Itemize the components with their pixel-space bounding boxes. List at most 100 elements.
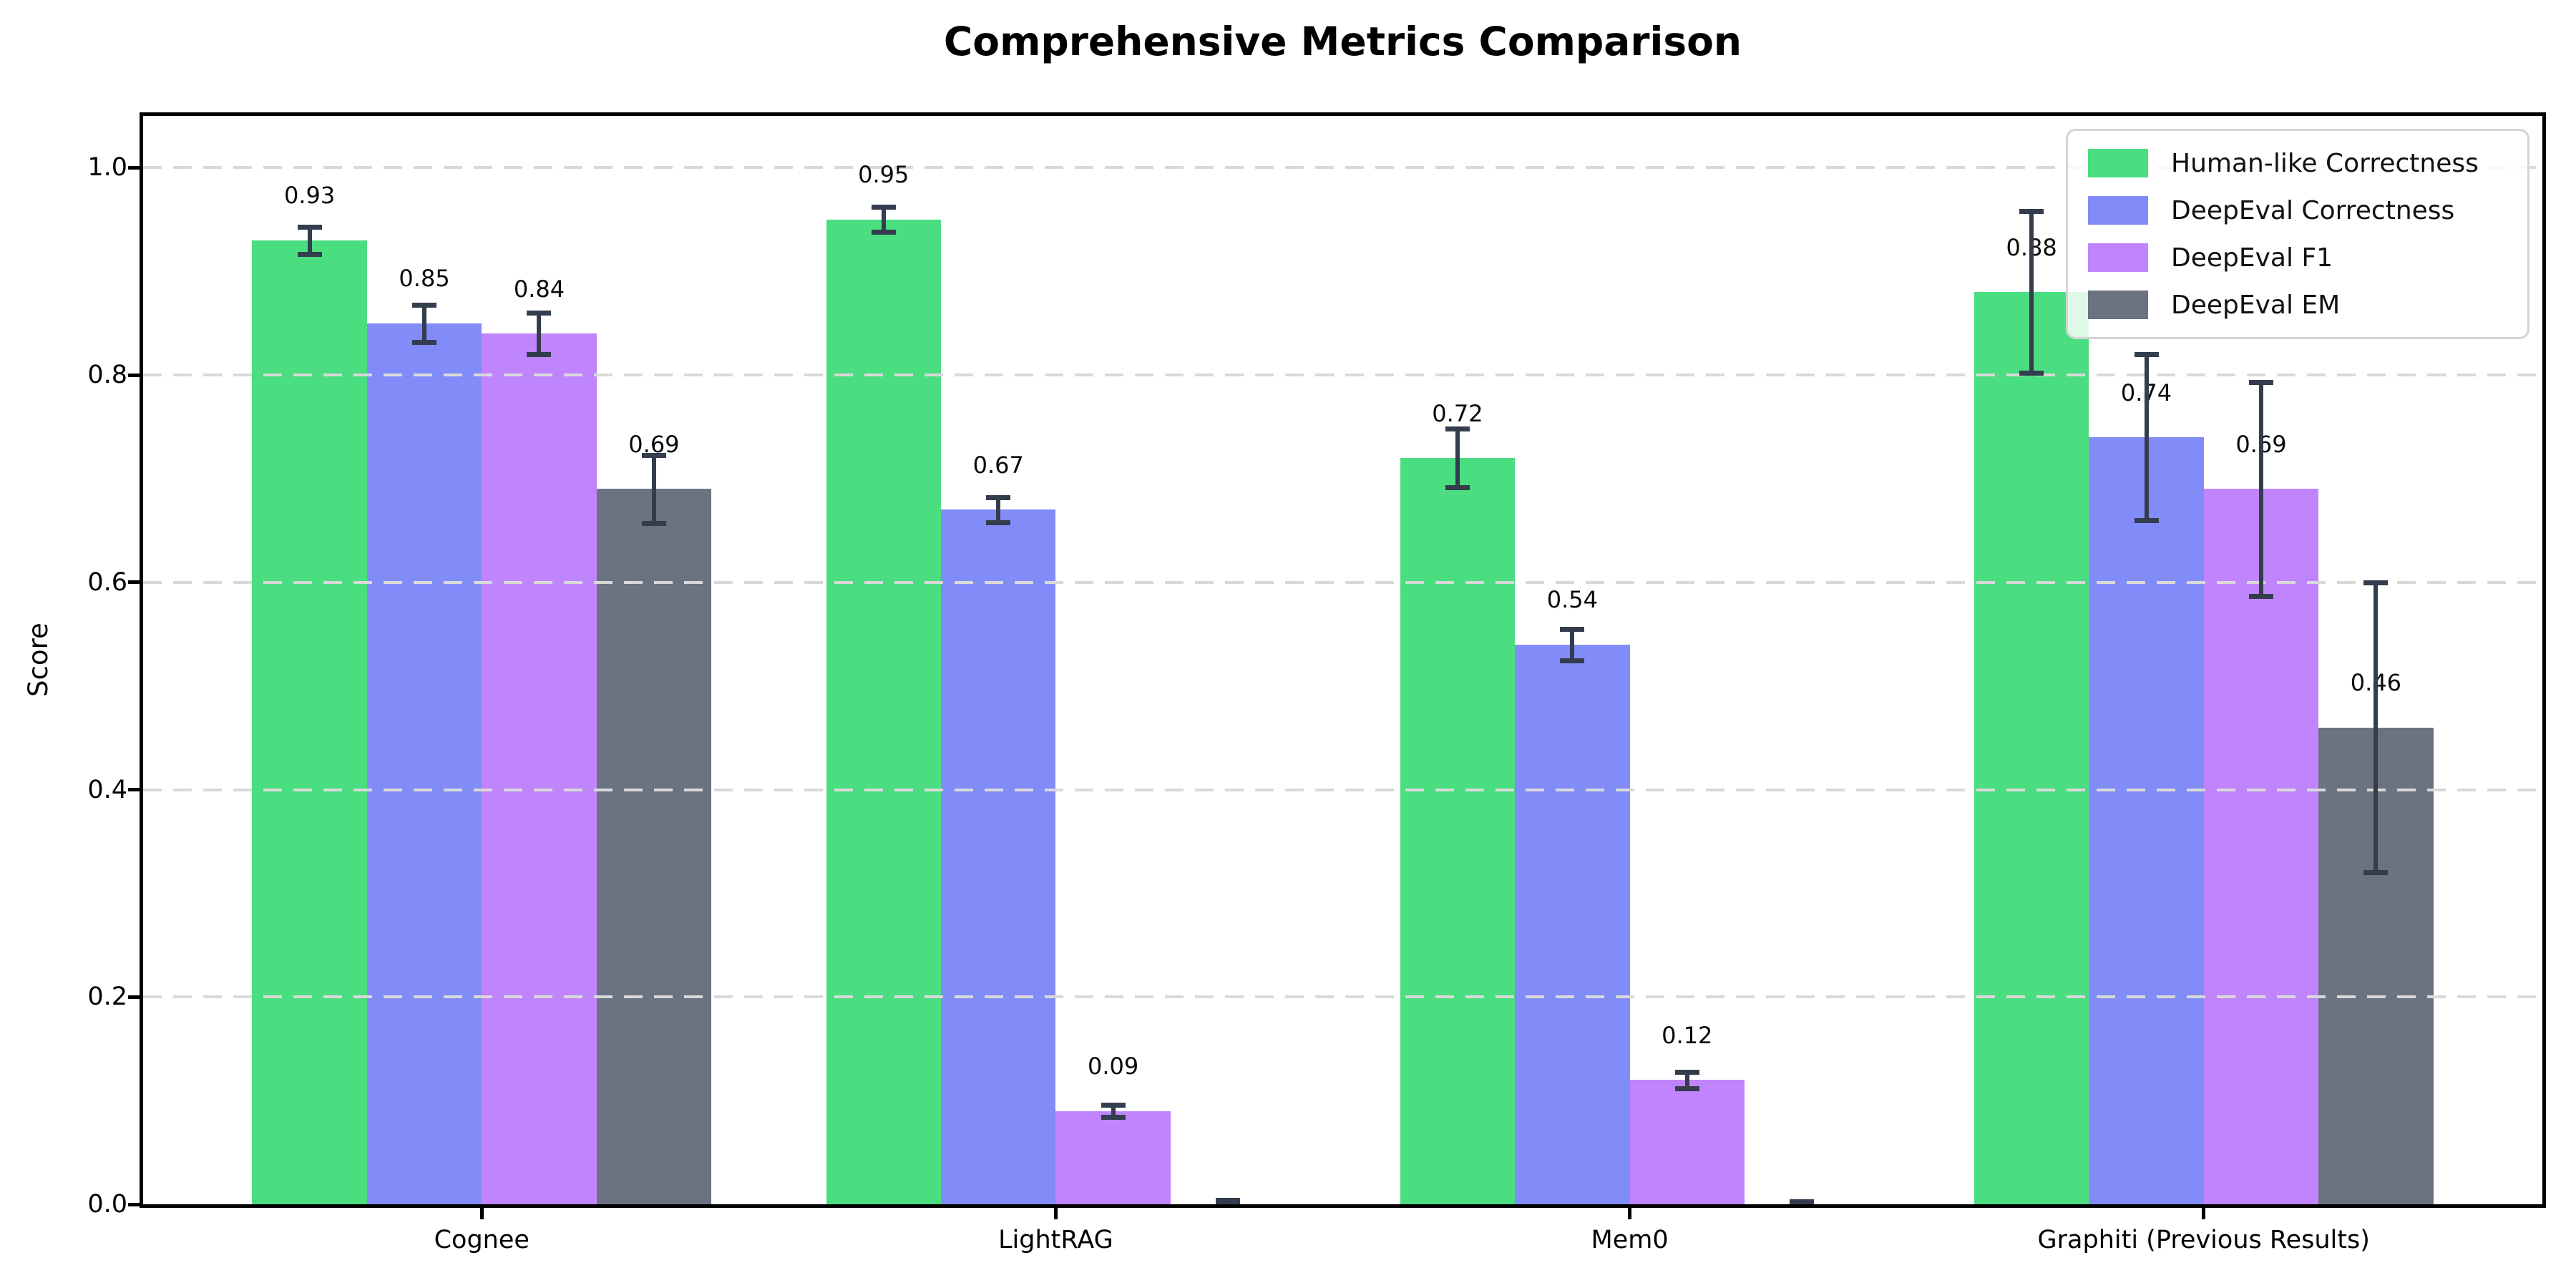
- bar-value-label: 0.84: [513, 275, 565, 303]
- error-bar: [1445, 484, 1470, 490]
- error-bar: [1674, 1069, 1699, 1075]
- error-bar: [297, 224, 322, 230]
- bar-value-label: 0.09: [1088, 1053, 1139, 1080]
- error-bar: [2144, 354, 2149, 520]
- y-tick-mark: [128, 1202, 140, 1206]
- x-tick-label: Cognee: [434, 1226, 530, 1254]
- bar: [596, 489, 712, 1204]
- gridline: [143, 166, 2542, 170]
- error-bar: [2363, 580, 2389, 585]
- error-bar: [871, 230, 896, 235]
- plot-inner: 0.93 0.85 0.84 0.69 0.95 0.67 0.09 0.72 0.54 0.12…: [143, 116, 2542, 1204]
- legend-label: DeepEval EM: [2171, 290, 2341, 320]
- y-tick-mark: [128, 165, 140, 170]
- error-bar: [1216, 1199, 1241, 1204]
- bar-value-label: 0.12: [1662, 1021, 1713, 1049]
- error-bar: [527, 311, 552, 316]
- bar-value-label: 0.72: [1432, 399, 1483, 427]
- legend-item: DeepEval Correctness: [2088, 196, 2520, 225]
- error-bar: [986, 519, 1011, 525]
- error-bar: [1111, 1104, 1116, 1118]
- error-bar: [2373, 582, 2379, 873]
- error-bar: [1455, 429, 1460, 487]
- bar: [1974, 292, 2089, 1204]
- bar-value-label: 0.85: [399, 265, 450, 293]
- y-axis-label: Score: [23, 623, 54, 697]
- error-bar: [2248, 380, 2273, 386]
- error-bar: [1445, 426, 1470, 432]
- x-tick-label: Graphiti (Previous Results): [2037, 1226, 2370, 1254]
- x-tick-mark: [1628, 1208, 1632, 1219]
- bar: [1400, 458, 1516, 1204]
- y-tick-label: 0.8: [87, 361, 127, 390]
- y-tick-mark: [128, 580, 140, 585]
- error-bar: [996, 497, 1001, 522]
- bar-value-label: 0.54: [1546, 586, 1598, 614]
- legend-swatch: [2088, 149, 2148, 177]
- legend-label: DeepEval Correctness: [2171, 195, 2455, 225]
- bar: [2089, 437, 2204, 1204]
- y-tick-label: 1.0: [87, 153, 127, 182]
- bar-value-label: 0.95: [858, 161, 909, 189]
- error-bar: [881, 207, 886, 233]
- error-bar: [986, 495, 1011, 501]
- error-bar: [1684, 1071, 1689, 1088]
- x-tick-label: LightRAG: [998, 1226, 1113, 1254]
- error-bar: [537, 313, 542, 355]
- error-bar: [1560, 658, 1585, 663]
- bar: [2203, 489, 2319, 1204]
- error-bar: [1101, 1102, 1126, 1108]
- bar: [1055, 1111, 1171, 1204]
- legend-swatch: [2088, 196, 2148, 225]
- legend-item: Human-like Correctness: [2088, 149, 2520, 178]
- legend-swatch: [2088, 291, 2148, 319]
- error-bar: [412, 302, 437, 308]
- error-bar: [307, 226, 312, 254]
- error-bar: [412, 339, 437, 345]
- error-bar: [1101, 1115, 1126, 1121]
- error-bar: [2029, 211, 2034, 374]
- gridline: [143, 374, 2542, 377]
- error-bar: [2019, 371, 2044, 376]
- error-bar: [1674, 1085, 1699, 1091]
- error-bar: [1790, 1199, 1815, 1204]
- legend-item: DeepEval EM: [2088, 291, 2520, 320]
- y-tick-label: 0.4: [87, 775, 127, 804]
- y-tick-mark: [128, 373, 140, 377]
- error-bar: [871, 205, 896, 210]
- error-bar: [1570, 629, 1575, 660]
- y-tick-mark: [128, 788, 140, 792]
- error-bar: [641, 521, 666, 527]
- bar: [826, 219, 941, 1204]
- error-bar: [2258, 382, 2263, 596]
- bar: [1629, 1080, 1745, 1204]
- x-tick-label: Mem0: [1591, 1226, 1669, 1254]
- bar: [252, 240, 367, 1204]
- error-bar: [2248, 593, 2273, 599]
- y-tick-label: 0.2: [87, 982, 127, 1012]
- error-bar: [2019, 209, 2044, 215]
- error-bar: [2363, 870, 2389, 876]
- y-tick-label: 0.0: [87, 1190, 127, 1219]
- x-tick-mark: [479, 1208, 484, 1219]
- gridline: [143, 580, 2542, 584]
- error-bar: [2134, 517, 2159, 523]
- error-bar: [297, 251, 322, 257]
- y-tick-label: 0.6: [87, 567, 127, 597]
- y-tick-mark: [128, 995, 140, 999]
- bar-value-label: 0.93: [283, 182, 336, 210]
- gridline: [143, 995, 2542, 999]
- legend-label: DeepEval F1: [2171, 243, 2333, 273]
- legend-item: DeepEval F1: [2088, 243, 2520, 273]
- legend-label: Human-like Correctness: [2171, 148, 2479, 178]
- x-tick-mark: [1053, 1208, 1058, 1219]
- error-bar: [422, 304, 427, 342]
- legend: Human-like Correctness DeepEval Correctne…: [2066, 129, 2529, 339]
- gridline: [143, 788, 2542, 791]
- x-tick-mark: [2202, 1208, 2206, 1219]
- bar-value-label: 0.67: [972, 452, 1024, 479]
- error-bar: [2134, 352, 2159, 358]
- error-bar: [641, 452, 666, 458]
- bar: [482, 333, 597, 1204]
